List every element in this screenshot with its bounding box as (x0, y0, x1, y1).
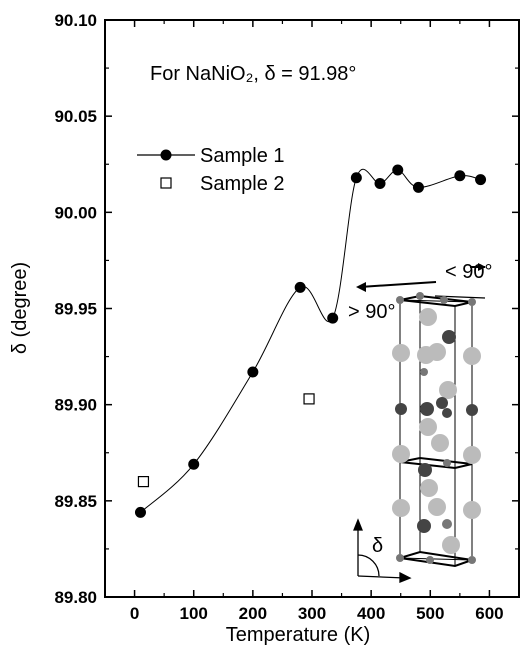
legend-marker-sample-1 (160, 149, 172, 161)
sample-1-point (454, 170, 466, 182)
y-tick-label: 90.00 (54, 203, 97, 222)
sample-1-point (374, 177, 386, 189)
sample-1-point (392, 164, 404, 176)
x-tick-label: 200 (239, 604, 267, 623)
y-tick-label: 89.85 (54, 492, 97, 511)
x-tick-label: 0 (130, 604, 139, 623)
chart-title: For NaNiO₂, δ = 91.98° (150, 63, 356, 85)
y-tick-label: 89.95 (54, 300, 97, 319)
legend-label-sample-2: Sample 2 (200, 173, 285, 195)
atom-spheres (392, 292, 481, 564)
x-tick-label: 600 (475, 604, 503, 623)
x-tick-label: 400 (357, 604, 385, 623)
plot-frame (104, 19, 520, 598)
axes: 89.80 89.85 89.90 89.95 90.00 90.05 90.10 0 100 2… (54, 11, 520, 623)
sample-1-point (134, 506, 146, 518)
x-tick-label: 100 (180, 604, 208, 623)
sample-1-point (188, 458, 200, 470)
y-tick-label: 90.05 (54, 107, 97, 126)
x-tick-label: 500 (416, 604, 444, 623)
delta-angle-label: δ (372, 535, 383, 557)
sample-1-point (294, 281, 306, 293)
sample-1-point (247, 366, 259, 378)
label-less-than-90: < 90° (445, 261, 492, 283)
sample-1-point (350, 172, 362, 184)
sample-1-point (475, 174, 487, 186)
y-axis-title: δ (degree) (9, 262, 31, 354)
data-points (134, 164, 487, 518)
sample-1-point (412, 181, 424, 193)
legend-label-sample-1: Sample 1 (200, 145, 285, 167)
crystal-structure-inset: > 90° < 90° (348, 261, 492, 583)
legend: Sample 1 Sample 2 (137, 145, 285, 195)
sample-2-point (137, 476, 150, 488)
sample-2-point (303, 393, 315, 405)
label-greater-than-90: > 90° (348, 301, 395, 323)
sample-1-point (327, 312, 339, 324)
delta-angle-sketch (353, 518, 412, 583)
y-tick-label: 89.90 (54, 396, 97, 415)
y-tick-label: 89.80 (54, 588, 97, 607)
x-axis-title: Temperature (K) (226, 624, 371, 646)
legend-marker-sample-2 (160, 177, 172, 189)
x-tick-label: 300 (298, 604, 326, 623)
y-tick-label: 90.10 (54, 11, 97, 30)
